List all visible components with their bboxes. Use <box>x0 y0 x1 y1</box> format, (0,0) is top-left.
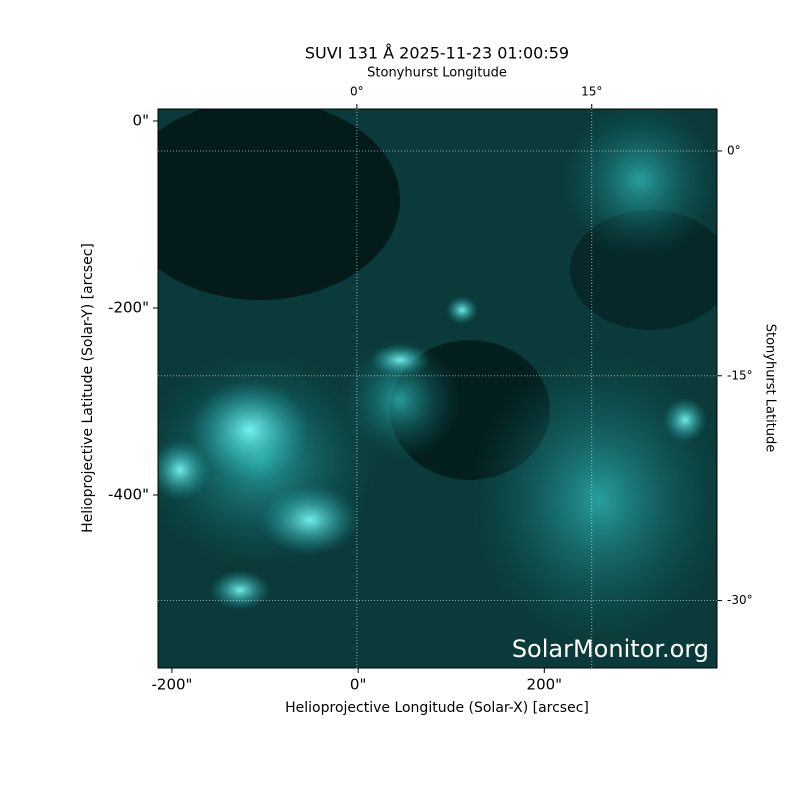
x-label: Helioprojective Longitude (Solar-X) [arc… <box>285 700 589 716</box>
watermark: SolarMonitor.org <box>512 635 709 663</box>
y2-label: Stonyhurst Latitude <box>763 324 778 453</box>
x2-tick-label: 0° <box>350 85 364 99</box>
solar-image <box>158 109 717 668</box>
y2-tick-label: 0° <box>727 143 741 157</box>
x-tick-label: -200" <box>151 676 192 694</box>
y-tick-label: -200" <box>108 298 149 316</box>
y-tick-label: 0" <box>133 111 149 129</box>
x-tick-label: 0" <box>350 676 366 694</box>
y2-tick-label: -30° <box>727 593 753 607</box>
x2-tick-label: 15° <box>581 85 602 99</box>
y-label: Helioprojective Latitude (Solar-Y) [arcs… <box>80 243 96 533</box>
chart-title: SUVI 131 Å 2025-11-23 01:00:59 <box>305 44 569 63</box>
x-tick-label: 200" <box>527 676 563 694</box>
y-tick-label: -400" <box>108 486 149 504</box>
y2-tick-label: -15° <box>727 368 753 382</box>
x2-label: Stonyhurst Longitude <box>367 66 507 81</box>
plot-frame <box>157 108 718 669</box>
